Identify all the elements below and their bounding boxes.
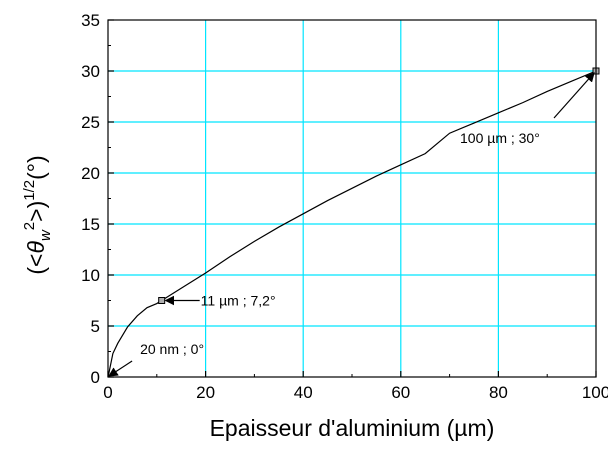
marker-group	[158, 67, 600, 304]
y-tick-label: 15	[81, 215, 100, 234]
x-tick-label: 0	[103, 383, 112, 402]
curve-group	[107, 70, 597, 378]
y-label-sub: w	[37, 229, 54, 241]
x-tick-label: 80	[489, 383, 508, 402]
y-axis-label: (<θw2>)1/2(°)	[21, 155, 54, 274]
y-tick-label: 25	[81, 113, 100, 132]
x-tick-label: 100	[582, 383, 608, 402]
annotations: 20 nm ; 0° 11 µm ; 7,2° 100 µm ; 30°	[108, 72, 595, 377]
x-axis-label: Epaisseur d'aluminium (µm)	[210, 415, 495, 441]
data-line	[107, 70, 597, 378]
y-label-unit: (°)	[23, 155, 49, 180]
y-tick-label: 30	[81, 62, 100, 81]
annotation-label: 20 nm ; 0°	[140, 341, 204, 357]
grid	[108, 20, 596, 377]
annotation-label: 100 µm ; 30°	[460, 130, 540, 146]
x-tick-label: 40	[294, 383, 313, 402]
y-label-sup2: 2	[21, 222, 38, 230]
y-label-open: (<	[23, 254, 49, 275]
y-label-theta: θ	[23, 241, 49, 254]
y-tick-label: 5	[91, 317, 100, 336]
x-tick-label: 20	[196, 383, 215, 402]
plot-frame	[107, 19, 597, 378]
annotation-label: 11 µm ; 7,2°	[201, 293, 276, 309]
y-label-sup-half: 1/2	[21, 180, 38, 201]
y-tick-label: 10	[81, 266, 100, 285]
annotation-arrow	[108, 360, 133, 377]
axes: 0 20 40 60 80 100 0 5 10 15 20 25 30 35	[81, 11, 608, 402]
x-tick-label: 60	[391, 383, 410, 402]
svg-text:(<θw2>)1/2(°): (<θw2>)1/2(°)	[21, 155, 54, 274]
y-tick-label: 35	[81, 11, 100, 30]
data-point-marker	[158, 297, 166, 304]
y-tick-label: 0	[91, 368, 100, 387]
annotation-arrow	[553, 72, 595, 119]
y-tick-label: 20	[81, 164, 100, 183]
y-label-close: >)	[23, 201, 49, 222]
